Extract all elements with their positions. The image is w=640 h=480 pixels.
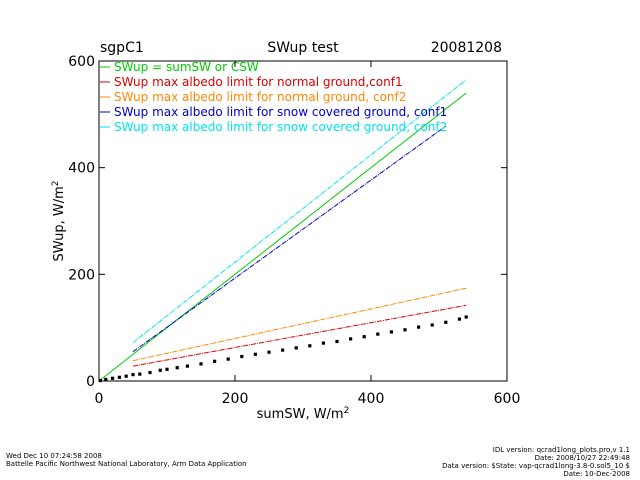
data-point xyxy=(308,344,312,348)
x-tick-label: 200 xyxy=(222,391,249,407)
series-line-2 xyxy=(132,287,467,362)
data-point xyxy=(349,337,353,341)
data-point xyxy=(464,315,468,319)
data-point xyxy=(389,330,393,334)
data-point xyxy=(175,366,179,370)
data-point xyxy=(185,364,189,368)
y-axis-label: SWup, W/m2 xyxy=(51,180,67,261)
data-point xyxy=(148,370,152,375)
data-point xyxy=(417,325,421,329)
data-point xyxy=(165,367,169,371)
data-point xyxy=(138,372,142,376)
plot-frame xyxy=(98,60,508,382)
y-tick-label: 200 xyxy=(68,267,95,283)
data-point xyxy=(240,354,244,359)
date-label: 20081208 xyxy=(431,40,502,56)
data-point xyxy=(294,346,298,350)
axes: 0 200 400 600 0 200 400 600 xyxy=(68,54,520,407)
data-point xyxy=(104,377,108,381)
y-tick-label: 0 xyxy=(86,374,95,390)
x-tick-label: 0 xyxy=(95,391,104,407)
footer-idl-version: IDL version: qcrad1long_plots.pro,v 1.1 xyxy=(492,446,630,454)
x-tick-label: 600 xyxy=(494,391,521,407)
data-point xyxy=(111,376,115,380)
data-point xyxy=(430,323,434,327)
x-tick-label: 400 xyxy=(358,391,385,407)
series-line-4 xyxy=(132,79,467,343)
data-point xyxy=(267,350,271,354)
data-point xyxy=(213,359,217,363)
series-line-1 xyxy=(132,304,467,367)
chart-title: SWup test xyxy=(267,40,339,56)
data-point xyxy=(226,357,230,361)
footer-data-date: Date: 10-Dec-2008 xyxy=(563,470,630,478)
data-point xyxy=(199,362,203,366)
series-line-0 xyxy=(98,92,467,382)
data-point xyxy=(124,374,128,378)
legend-label: SWup max albedo limit for normal ground,… xyxy=(114,75,403,89)
footer-timestamp: Wed Dec 10 07:24:58 2008 xyxy=(6,452,102,460)
footer-right: IDL version: qcrad1long_plots.pro,v 1.1 … xyxy=(442,446,630,478)
site-label: sgpC1 xyxy=(100,40,144,56)
data-point xyxy=(253,352,257,356)
data-point xyxy=(281,348,285,352)
legend-label: SWup max albedo limit for normal ground,… xyxy=(114,90,406,104)
data-point xyxy=(131,373,135,377)
footer-organization: Battelle Pacific Northwest National Labo… xyxy=(6,460,247,468)
data-point xyxy=(444,320,448,324)
footer-idl-date: Date: 2008/10/27 22:49:48 xyxy=(534,454,630,462)
data-point xyxy=(158,368,162,372)
x-axis-label: sumSW, W/m2 xyxy=(257,406,350,422)
data-point xyxy=(457,317,461,321)
legend-label: SWup max albedo limit for snow covered g… xyxy=(114,105,447,119)
data-point xyxy=(362,335,366,339)
y-tick-label: 600 xyxy=(68,54,95,70)
footer-left: Wed Dec 10 07:24:58 2008 Battelle Pacifi… xyxy=(6,452,247,468)
y-tick-label: 400 xyxy=(68,161,95,177)
data-point xyxy=(321,341,325,345)
data-point xyxy=(376,332,380,336)
data-point xyxy=(335,339,339,344)
data-point xyxy=(117,375,121,379)
data-point xyxy=(403,328,407,332)
series-line-3 xyxy=(132,125,447,353)
footer-data-version: Data version: $State: vap-qcrad1long-3.8… xyxy=(442,462,630,470)
legend-label: SWup = sumSW or CSW xyxy=(114,60,259,74)
legend-label: SWup max albedo limit for snow covered g… xyxy=(114,120,447,134)
